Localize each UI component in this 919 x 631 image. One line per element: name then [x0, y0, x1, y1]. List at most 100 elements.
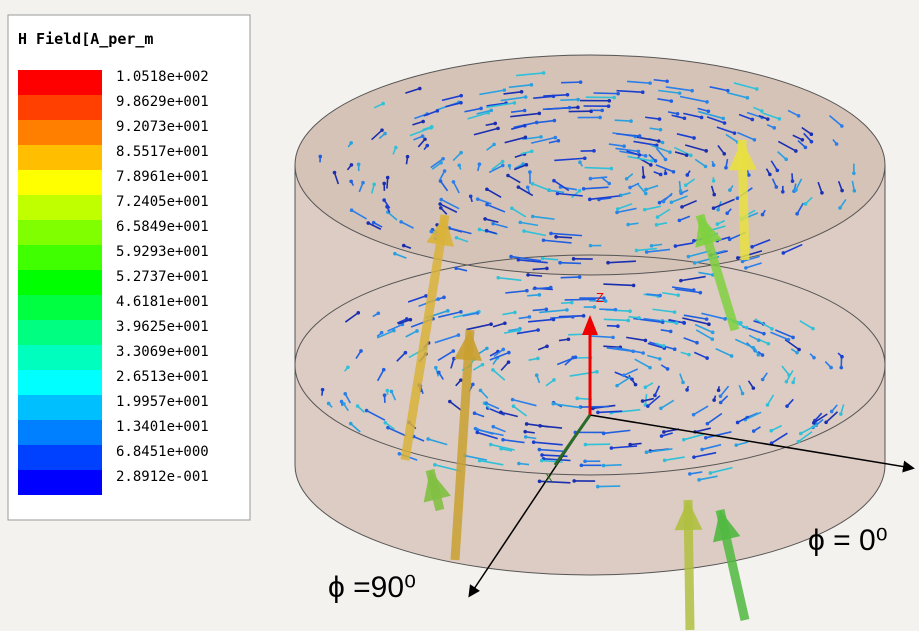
field-arrow-head — [575, 396, 580, 401]
field-arrow-head — [766, 341, 771, 346]
field-arrow — [477, 198, 492, 205]
field-arrow-head — [426, 437, 430, 441]
field-arrow-head — [588, 176, 593, 181]
field-arrow-head — [583, 442, 588, 447]
field-arrow-head — [703, 164, 708, 169]
field-arrow-head — [618, 193, 623, 198]
field-arrow-head — [654, 223, 659, 227]
field-arrow-head — [566, 337, 571, 342]
field-arrow-head — [581, 187, 586, 191]
field-arrow-head — [710, 330, 715, 335]
field-arrow — [516, 329, 539, 335]
field-arrow-head — [732, 131, 737, 135]
field-arrow-head — [765, 403, 770, 407]
field-arrow-head — [382, 393, 387, 398]
field-arrow-head — [522, 123, 527, 128]
field-arrow-head — [728, 188, 732, 192]
field-arrow — [438, 170, 446, 182]
field-arrow — [645, 116, 660, 120]
field-arrow-head — [553, 135, 558, 140]
field-arrow — [520, 150, 532, 155]
field-arrow — [441, 94, 462, 102]
field-arrow — [603, 318, 629, 322]
field-arrow-head — [583, 459, 587, 464]
field-arrow — [452, 181, 460, 194]
field-arrow-head — [405, 154, 410, 159]
field-arrow-head — [686, 254, 691, 259]
field-arrow-head — [448, 399, 452, 404]
field-arrow-head — [712, 398, 716, 402]
field-arrow-head — [648, 365, 652, 370]
field-arrow-head — [385, 175, 390, 180]
field-arrow — [589, 335, 614, 339]
field-arrow-head — [346, 365, 350, 370]
field-arrow-head — [355, 404, 360, 408]
field-arrow-head — [774, 185, 779, 189]
field-arrow — [660, 399, 675, 409]
field-arrow — [715, 347, 732, 357]
field-arrow-head — [800, 137, 805, 142]
field-arrow-head — [637, 153, 642, 157]
field-arrow-head — [616, 324, 620, 329]
field-arrow-head — [364, 408, 369, 413]
field-arrow-head — [643, 338, 648, 343]
field-arrow-head — [541, 71, 546, 75]
field-arrow-head — [399, 220, 403, 224]
field-arrow — [500, 411, 518, 418]
field-arrow-head — [775, 168, 780, 173]
field-arrow-head — [381, 367, 386, 372]
field-arrow-head — [417, 86, 422, 91]
field-arrow — [489, 351, 510, 361]
field-arrow-head — [663, 171, 668, 176]
field-arrow — [553, 402, 581, 409]
field-arrow-head — [607, 181, 612, 186]
field-arrow-head — [530, 182, 535, 186]
field-arrow-head — [516, 185, 521, 189]
field-arrow-head — [707, 322, 711, 327]
field-arrow-head — [342, 402, 346, 406]
x-label: X — [545, 471, 553, 485]
field-arrow — [430, 158, 444, 169]
field-arrow-head — [644, 187, 648, 192]
field-arrow-head — [477, 227, 482, 232]
field-arrow-head — [491, 221, 495, 226]
field-arrow — [492, 425, 506, 433]
field-arrow — [623, 368, 639, 377]
field-arrow — [510, 112, 540, 118]
legend-swatch — [18, 295, 102, 320]
field-arrow — [634, 358, 651, 369]
field-arrow-head — [615, 207, 620, 211]
field-arrow-head — [683, 183, 688, 187]
field-arrow-head — [692, 455, 696, 459]
legend-label: 5.9293e+001 — [116, 244, 209, 260]
field-arrow-head — [371, 220, 376, 225]
field-arrow-head — [636, 149, 641, 154]
field-arrow-head — [641, 351, 645, 355]
field-arrow-head — [382, 181, 386, 186]
field-arrow — [736, 441, 749, 446]
field-arrow-head — [423, 137, 427, 142]
field-arrow-head — [677, 218, 682, 223]
field-arrow-head — [648, 81, 652, 85]
field-arrow — [725, 133, 739, 143]
field-arrow-head — [361, 180, 365, 185]
field-arrow-head — [381, 101, 385, 106]
field-arrow-head — [716, 207, 720, 212]
field-arrow — [593, 92, 619, 95]
field-arrow-head — [459, 310, 463, 314]
field-arrow-head — [735, 420, 740, 425]
field-arrow-head — [653, 393, 657, 398]
field-arrow-head — [394, 145, 398, 150]
field-arrow — [783, 243, 803, 254]
field-arrow-head — [572, 479, 576, 483]
field-arrow — [493, 348, 504, 357]
field-arrow — [697, 107, 709, 113]
field-arrow-head — [658, 127, 663, 132]
field-arrow-head — [552, 178, 556, 183]
field-arrow — [694, 323, 714, 334]
field-arrow — [510, 124, 525, 130]
field-arrow-head — [839, 412, 843, 416]
field-arrow — [407, 295, 427, 303]
field-arrow-head — [510, 397, 515, 402]
